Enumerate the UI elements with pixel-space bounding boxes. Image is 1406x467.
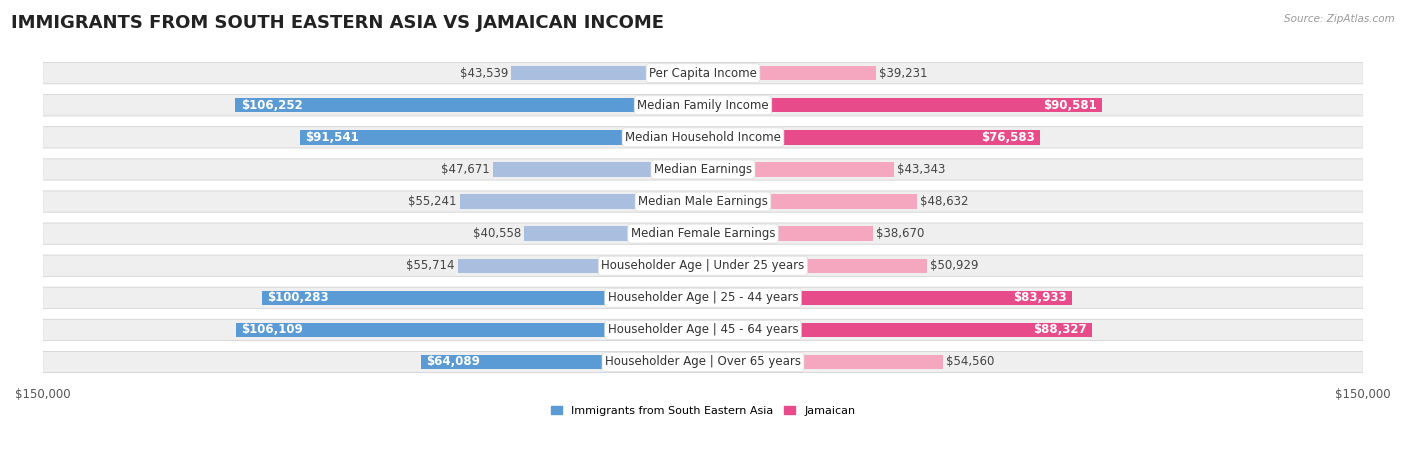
Text: Median Earnings: Median Earnings [654, 163, 752, 176]
Text: Householder Age | 25 - 44 years: Householder Age | 25 - 44 years [607, 291, 799, 304]
Text: $55,241: $55,241 [408, 195, 457, 208]
Text: Median Male Earnings: Median Male Earnings [638, 195, 768, 208]
Text: $90,581: $90,581 [1043, 99, 1097, 112]
Text: $40,558: $40,558 [472, 227, 522, 240]
FancyBboxPatch shape [42, 63, 1364, 84]
Bar [703, 66, 876, 80]
Bar [420, 355, 703, 369]
Bar [703, 259, 927, 273]
Text: $106,252: $106,252 [240, 99, 302, 112]
Bar [494, 163, 703, 177]
Bar [703, 163, 894, 177]
Text: $43,343: $43,343 [897, 163, 945, 176]
Text: Householder Age | Under 25 years: Householder Age | Under 25 years [602, 259, 804, 272]
Text: Householder Age | 45 - 64 years: Householder Age | 45 - 64 years [607, 323, 799, 336]
Bar [460, 194, 703, 209]
Text: Per Capita Income: Per Capita Income [650, 67, 756, 80]
Text: $38,670: $38,670 [876, 227, 925, 240]
Text: $54,560: $54,560 [946, 355, 995, 368]
Text: $55,714: $55,714 [406, 259, 454, 272]
Text: Median Female Earnings: Median Female Earnings [631, 227, 775, 240]
Text: Householder Age | Over 65 years: Householder Age | Over 65 years [605, 355, 801, 368]
Bar [299, 130, 703, 144]
Text: Median Household Income: Median Household Income [626, 131, 780, 144]
FancyBboxPatch shape [42, 223, 1364, 244]
Text: $76,583: $76,583 [981, 131, 1035, 144]
FancyBboxPatch shape [42, 287, 1364, 308]
Bar [236, 323, 703, 337]
Bar [703, 194, 917, 209]
Text: $91,541: $91,541 [305, 131, 359, 144]
Bar [235, 98, 703, 113]
FancyBboxPatch shape [42, 191, 1364, 212]
Bar [262, 290, 703, 305]
FancyBboxPatch shape [42, 351, 1364, 373]
Text: $43,539: $43,539 [460, 67, 508, 80]
Text: $47,671: $47,671 [441, 163, 489, 176]
Bar [512, 66, 703, 80]
Bar [703, 98, 1102, 113]
Bar [458, 259, 703, 273]
FancyBboxPatch shape [42, 127, 1364, 148]
Text: $106,109: $106,109 [242, 323, 304, 336]
Bar [703, 226, 873, 241]
Text: $100,283: $100,283 [267, 291, 329, 304]
FancyBboxPatch shape [42, 159, 1364, 180]
Text: $83,933: $83,933 [1014, 291, 1067, 304]
FancyBboxPatch shape [42, 255, 1364, 276]
Bar [703, 290, 1073, 305]
Bar [703, 355, 943, 369]
Text: $50,929: $50,929 [931, 259, 979, 272]
Bar [703, 130, 1040, 144]
Text: $48,632: $48,632 [921, 195, 969, 208]
Text: IMMIGRANTS FROM SOUTH EASTERN ASIA VS JAMAICAN INCOME: IMMIGRANTS FROM SOUTH EASTERN ASIA VS JA… [11, 14, 664, 32]
FancyBboxPatch shape [42, 95, 1364, 116]
Text: $88,327: $88,327 [1033, 323, 1087, 336]
Legend: Immigrants from South Eastern Asia, Jamaican: Immigrants from South Eastern Asia, Jama… [547, 401, 859, 420]
Text: Median Family Income: Median Family Income [637, 99, 769, 112]
Bar [703, 323, 1091, 337]
FancyBboxPatch shape [42, 319, 1364, 340]
Text: Source: ZipAtlas.com: Source: ZipAtlas.com [1284, 14, 1395, 24]
Text: $39,231: $39,231 [879, 67, 928, 80]
Bar [524, 226, 703, 241]
Text: $64,089: $64,089 [426, 355, 479, 368]
